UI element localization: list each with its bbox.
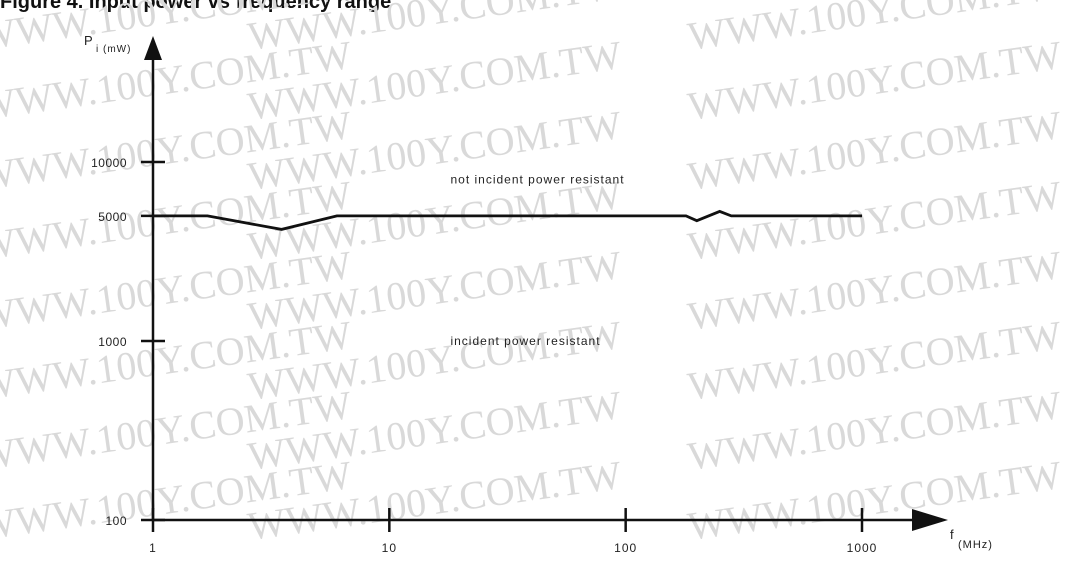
figure-caption-cut: Figure 4. Input power vs frequency range — [0, 0, 392, 13]
x-tick-label: 10 — [382, 541, 397, 555]
x-tick-label: 1000 — [847, 541, 878, 555]
y-axis-title: P — [84, 33, 93, 48]
x-axis-arrow — [912, 509, 948, 531]
y-axis-arrow — [144, 36, 162, 60]
label-layer: 1 10 100 1000 100 1000 5000 10000 not incident p… — [84, 33, 993, 555]
y-tick-label: 100 — [105, 514, 127, 528]
x-axis-title: f — [950, 527, 954, 542]
y-tick-label: 10000 — [91, 156, 127, 170]
series-line-0 — [153, 209, 862, 231]
axes — [144, 36, 948, 531]
y-tick-label: 1000 — [98, 335, 127, 349]
y-tick-label: 5000 — [98, 210, 127, 224]
x-axis-unit: (MHz) — [958, 539, 993, 551]
y-axis-unit: i (mW) — [96, 44, 131, 55]
x-tick-label: 100 — [614, 541, 637, 555]
annotation-label: incident power resistant — [450, 334, 600, 348]
annotation-label: not incident power resistant — [450, 172, 624, 186]
series-layer — [153, 209, 862, 231]
x-tick-label: 1 — [149, 541, 157, 555]
